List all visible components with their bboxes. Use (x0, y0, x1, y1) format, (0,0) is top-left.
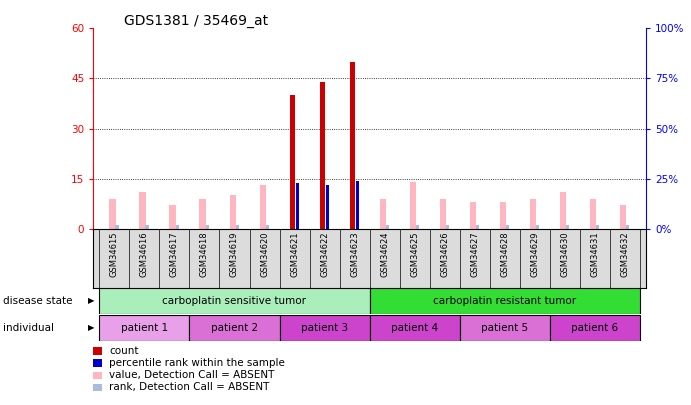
Bar (280, 315, 370, 341)
Bar (229, 196, 236, 229)
Bar (100, 288, 370, 314)
Text: ▶: ▶ (88, 296, 95, 305)
Text: GSM34624: GSM34624 (380, 232, 389, 277)
Text: carboplatin resistant tumor: carboplatin resistant tumor (433, 296, 576, 306)
Text: GSM34621: GSM34621 (290, 232, 299, 277)
Bar (386, 225, 389, 229)
Text: GDS1381 / 35469_at: GDS1381 / 35469_at (124, 14, 269, 28)
Text: GSM34631: GSM34631 (591, 232, 600, 277)
Bar (506, 225, 509, 229)
Text: GSM34620: GSM34620 (260, 232, 269, 277)
Bar (536, 225, 539, 229)
Text: patient 1: patient 1 (121, 323, 168, 333)
Bar (236, 225, 239, 229)
Text: GSM34632: GSM34632 (621, 232, 630, 277)
Text: count: count (109, 346, 139, 356)
Text: disease state: disease state (3, 296, 73, 305)
Text: patient 3: patient 3 (301, 323, 348, 333)
Bar (620, 205, 627, 229)
Bar (530, 199, 536, 229)
Text: GSM34625: GSM34625 (410, 232, 419, 277)
Text: value, Detection Call = ABSENT: value, Detection Call = ABSENT (109, 370, 274, 380)
Bar (626, 225, 630, 229)
Bar (476, 225, 479, 229)
Bar (321, 82, 325, 229)
Bar (140, 192, 146, 229)
Bar (410, 182, 416, 229)
Bar (206, 225, 209, 229)
Bar (370, 288, 640, 314)
Text: GSM34622: GSM34622 (320, 232, 329, 277)
Bar (100, 315, 189, 341)
Bar (109, 199, 115, 229)
Text: GSM34623: GSM34623 (350, 232, 359, 277)
Text: patient 6: patient 6 (571, 323, 618, 333)
Bar (265, 225, 269, 229)
Bar (560, 192, 567, 229)
Bar (380, 199, 386, 229)
Text: GSM34619: GSM34619 (230, 232, 239, 277)
Bar (290, 95, 295, 229)
Text: GSM34626: GSM34626 (440, 232, 449, 277)
Bar (169, 205, 176, 229)
Bar (200, 199, 206, 229)
Bar (115, 225, 119, 229)
Text: GSM34616: GSM34616 (140, 232, 149, 277)
Bar (446, 225, 449, 229)
Bar (260, 185, 266, 229)
Bar (296, 183, 299, 229)
Text: GSM34618: GSM34618 (200, 232, 209, 277)
Bar (356, 181, 359, 229)
Text: ▶: ▶ (88, 323, 95, 332)
Bar (370, 315, 460, 341)
Text: percentile rank within the sample: percentile rank within the sample (109, 358, 285, 368)
Bar (460, 315, 550, 341)
Text: GSM34627: GSM34627 (471, 232, 480, 277)
Text: GSM34629: GSM34629 (531, 232, 540, 277)
Bar (590, 199, 596, 229)
Bar (325, 185, 329, 229)
Text: GSM34617: GSM34617 (170, 232, 179, 277)
Text: patient 5: patient 5 (482, 323, 529, 333)
Text: GSM34630: GSM34630 (560, 232, 569, 277)
Bar (550, 315, 640, 341)
Bar (176, 225, 179, 229)
Text: individual: individual (3, 323, 55, 333)
Text: GSM34628: GSM34628 (500, 232, 509, 277)
Bar (350, 62, 355, 229)
Bar (416, 225, 419, 229)
Text: rank, Detection Call = ABSENT: rank, Detection Call = ABSENT (109, 382, 269, 392)
Bar (566, 225, 569, 229)
Text: carboplatin sensitive tumor: carboplatin sensitive tumor (162, 296, 307, 306)
Bar (189, 315, 280, 341)
Bar (470, 202, 476, 229)
Bar (500, 202, 507, 229)
Text: patient 2: patient 2 (211, 323, 258, 333)
Bar (596, 225, 599, 229)
Bar (146, 225, 149, 229)
Text: patient 4: patient 4 (391, 323, 438, 333)
Text: GSM34615: GSM34615 (110, 232, 119, 277)
Bar (440, 199, 446, 229)
